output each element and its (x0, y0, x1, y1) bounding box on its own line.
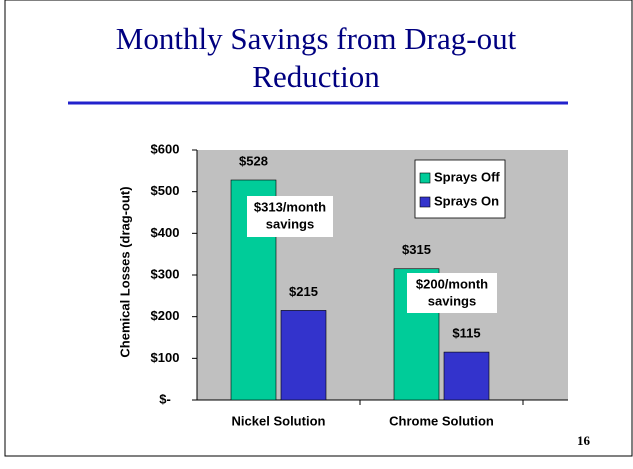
annotation-text: $200/month (416, 276, 488, 291)
y-tick-label: $100 (151, 350, 180, 365)
legend-label: Sprays Off (434, 169, 500, 184)
annotation-box (407, 273, 497, 313)
y-tick-label: $200 (151, 308, 180, 323)
y-tick-label: $400 (151, 225, 180, 240)
x-tick-label: Nickel Solution (232, 413, 326, 428)
bar (280, 310, 327, 401)
page-number: 16 (577, 433, 591, 448)
value-label: $115 (452, 326, 480, 341)
bar (443, 351, 490, 401)
annotation-text: savings (266, 216, 314, 231)
y-axis-label: Chemical Losses (drag-out) (117, 186, 132, 357)
annotation-text: $313/month (254, 199, 326, 214)
value-label: $528 (239, 153, 268, 168)
value-label: $315 (402, 242, 431, 257)
y-tick-label: $- (159, 391, 171, 406)
title-line: Monthly Savings from Drag-out (116, 21, 517, 56)
title-line: Reduction (252, 59, 380, 94)
legend-label: Sprays On (434, 193, 499, 208)
y-tick-label: $500 (151, 183, 180, 198)
y-tick-label: $300 (151, 266, 180, 281)
legend-swatch (419, 172, 431, 184)
legend-swatch (419, 196, 431, 208)
value-label: $215 (289, 284, 318, 299)
annotation-box (247, 196, 333, 237)
y-tick-label: $600 (151, 141, 180, 156)
legend-box (414, 159, 506, 219)
x-tick-label: Chrome Solution (389, 413, 494, 428)
annotation-text: savings (428, 293, 476, 308)
